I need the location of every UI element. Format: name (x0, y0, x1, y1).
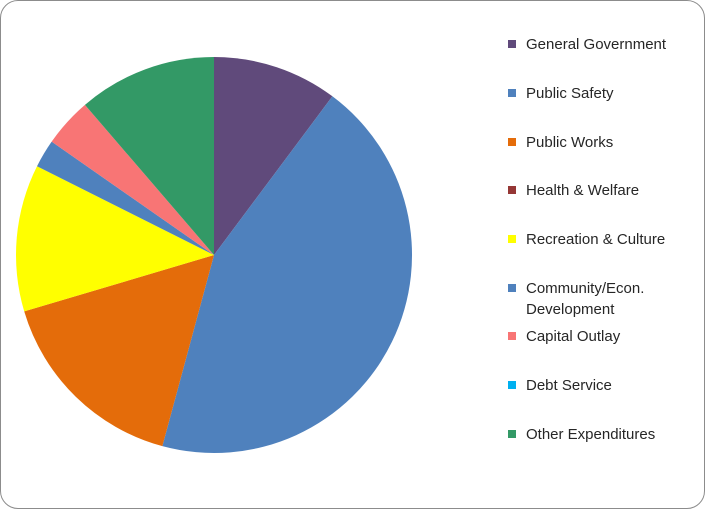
legend-swatch (508, 332, 516, 340)
legend-item-debt-service: Debt Service (508, 375, 698, 396)
legend-item-general-government: General Government (508, 34, 698, 55)
pie-slice-other-expenditures (84, 56, 214, 255)
legend-label: Capital Outlay (526, 328, 621, 345)
legend-label: Public Works (526, 134, 614, 151)
pie-slice-general-government (214, 56, 333, 255)
legend-item-community-econ-development: Community/Econ. Development (508, 278, 678, 320)
pie-slice-public-works (24, 255, 215, 447)
legend-label: Debt Service (526, 377, 612, 394)
legend-swatch (508, 40, 516, 48)
pie-slice-community-econ-development (37, 141, 214, 255)
legend-item-recreation-culture: Recreation & Culture (508, 229, 698, 250)
legend-label: Community/Econ. Development (526, 280, 645, 318)
legend-swatch (508, 186, 516, 194)
legend-label: Other Expenditures (526, 426, 656, 443)
legend-item-public-works: Public Works (508, 132, 698, 153)
legend-item-public-safety: Public Safety (508, 83, 698, 104)
legend-swatch (508, 89, 516, 97)
legend-item-other-expenditures: Other Expenditures (508, 424, 698, 445)
legend-label: Recreation & Culture (526, 231, 666, 248)
legend-swatch (508, 381, 516, 389)
legend-item-health-welfare: Health & Welfare (508, 180, 698, 201)
legend-label: General Government (526, 36, 667, 53)
legend-item-capital-outlay: Capital Outlay (508, 326, 698, 347)
legend-label: Health & Welfare (526, 182, 640, 199)
legend-swatch (508, 430, 516, 438)
pie-slices (15, 56, 413, 454)
legend-label: Public Safety (526, 85, 614, 102)
legend-swatch (508, 138, 516, 146)
legend-swatch (508, 284, 516, 292)
pie-slice-recreation-culture (15, 166, 215, 312)
legend-swatch (508, 235, 516, 243)
pie-slice-capital-outlay (51, 104, 215, 255)
pie-slice-public-safety (162, 96, 413, 454)
